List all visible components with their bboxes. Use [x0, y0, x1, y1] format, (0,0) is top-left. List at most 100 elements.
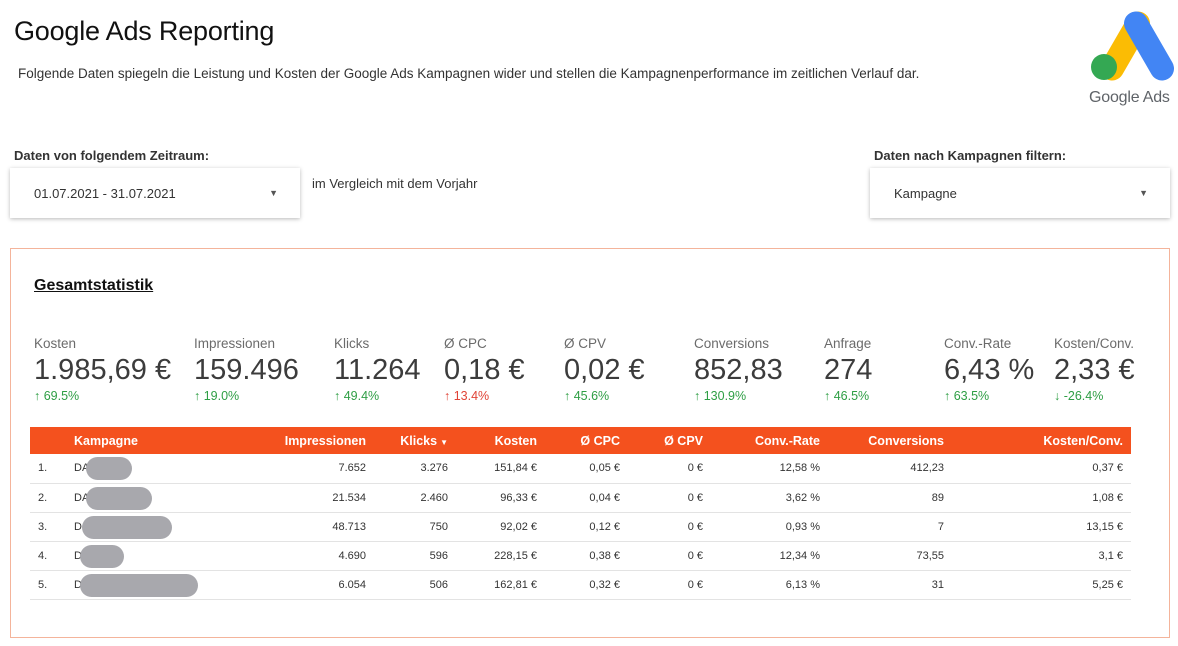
kpi-value: 852,83 — [694, 354, 783, 386]
page-title: Google Ads Reporting — [14, 16, 275, 46]
cell-avg-cpv: 0 € — [628, 512, 711, 542]
column-header-campaign[interactable]: Kampagne — [74, 427, 224, 454]
cell-avg-cpc: 0,04 € — [545, 483, 628, 513]
kpi-value: 0,02 € — [564, 354, 645, 386]
table-row[interactable]: 5. D 6.054 506 162,81 € 0,32 € 0 € 6,13 … — [30, 570, 1131, 600]
kpi-conv-rate: Conv.-Rate 6,43 % ↑ 63.5% — [944, 336, 1034, 404]
kpi-delta: ↑ 130.9% — [694, 389, 747, 403]
cell-conversions: 73,55 — [828, 541, 952, 571]
table-row[interactable]: 1. DA 7.652 3.276 151,84 € 0,05 € 0 € 12… — [30, 454, 1131, 484]
cell-impressions: 4.690 — [224, 541, 374, 571]
column-header-conv-rate[interactable]: Conv.-Rate — [711, 427, 828, 454]
row-index: 4. — [30, 541, 74, 571]
column-header-conversions[interactable]: Conversions — [828, 427, 952, 454]
row-index: 1. — [30, 454, 74, 484]
campaign-name: D — [74, 570, 224, 600]
cell-cost: 96,33 € — [456, 483, 545, 513]
cell-clicks: 2.460 — [374, 483, 456, 513]
cell-conv-rate: 3,62 % — [711, 483, 828, 513]
campaign-name: D — [74, 512, 224, 542]
column-header-clicks-label: Klicks — [400, 433, 438, 448]
column-header-avg-cpv[interactable]: Ø CPV — [628, 427, 711, 454]
campaign-name: DA — [74, 483, 224, 513]
kpi-label: Anfrage — [824, 336, 872, 351]
kpi-cost: Kosten 1.985,69 € ↑ 69.5% — [34, 336, 171, 404]
cell-clicks: 596 — [374, 541, 456, 571]
kpi-value: 1.985,69 € — [34, 354, 172, 386]
cell-avg-cpc: 0,12 € — [545, 512, 628, 542]
cell-cost: 92,02 € — [456, 512, 545, 542]
kpi-delta: ↑ 63.5% — [944, 389, 990, 403]
column-header-cost-per-conv[interactable]: Kosten/Conv. — [952, 427, 1131, 454]
redaction-blur — [82, 515, 172, 539]
kpi-label: Klicks — [334, 336, 370, 351]
cell-cost-per-conv: 1,08 € — [952, 483, 1131, 513]
table-row[interactable]: 4. D 4.690 596 228,15 € 0,38 € 0 € 12,34… — [30, 541, 1131, 571]
campaign-name-text: DA — [74, 491, 90, 504]
caret-down-icon: ▼ — [1139, 188, 1148, 198]
kpi-label: Ø CPV — [564, 336, 607, 351]
kpi-value: 274 — [824, 354, 873, 386]
date-range-dropdown[interactable]: 01.07.2021 - 31.07.2021 ▼ — [10, 168, 300, 218]
cell-impressions: 48.713 — [224, 512, 374, 542]
kpi-delta: ↓ -26.4% — [1054, 389, 1104, 403]
column-header-cost[interactable]: Kosten — [456, 427, 545, 454]
cell-avg-cpc: 0,05 € — [545, 454, 628, 484]
kpi-label: Kosten/Conv. — [1054, 336, 1135, 351]
column-header-index — [30, 427, 74, 454]
column-header-impressions[interactable]: Impressionen — [224, 427, 374, 454]
comparison-text: im Vergleich mit dem Vorjahr — [312, 176, 478, 191]
table-header-row: Kampagne Impressionen Klicks ▼ Kosten Ø C… — [30, 427, 1131, 454]
kpi-delta: ↑ 19.0% — [194, 389, 240, 403]
cell-conv-rate: 6,13 % — [711, 570, 828, 600]
kpi-delta: ↑ 49.4% — [334, 389, 380, 403]
table-row[interactable]: 2. DA 21.534 2.460 96,33 € 0,04 € 0 € 3,… — [30, 483, 1131, 513]
redaction-blur — [80, 544, 124, 568]
cell-cost: 228,15 € — [456, 541, 545, 571]
cell-cost-per-conv: 3,1 € — [952, 541, 1131, 571]
google-ads-logo-icon — [1091, 11, 1174, 81]
kpi-avg-cpc: Ø CPC 0,18 € ↑ 13.4% — [444, 336, 525, 404]
kpi-requests: Anfrage 274 ↑ 46.5% — [824, 336, 872, 404]
section-title: Gesamtstatistik — [34, 277, 154, 294]
redaction-blur — [86, 486, 152, 510]
kpi-cost-per-conv: Kosten/Conv. 2,33 € ↓ -26.4% — [1054, 336, 1135, 404]
kpi-value: 6,43 % — [944, 354, 1035, 386]
caret-down-icon: ▼ — [269, 188, 278, 198]
kpi-clicks: Klicks 11.264 ↑ 49.4% — [334, 336, 421, 404]
table-row[interactable]: 3. D 48.713 750 92,02 € 0,12 € 0 € 0,93 … — [30, 512, 1131, 542]
column-header-clicks[interactable]: Klicks ▼ — [374, 427, 456, 454]
column-header-avg-cpc[interactable]: Ø CPC — [545, 427, 628, 454]
campaign-filter-value: Kampagne — [894, 185, 957, 201]
cell-avg-cpv: 0 € — [628, 483, 711, 513]
kpi-avg-cpv: Ø CPV 0,02 € ↑ 45.6% — [564, 336, 645, 404]
kpi-value: 11.264 — [334, 354, 421, 386]
kpi-delta: ↑ 69.5% — [34, 389, 80, 403]
cell-cost: 151,84 € — [456, 454, 545, 484]
kpi-impressions: Impressionen 159.496 ↑ 19.0% — [194, 336, 299, 404]
campaign-name-text: DA — [74, 462, 90, 475]
cell-clicks: 506 — [374, 570, 456, 600]
campaign-filter-dropdown[interactable]: Kampagne ▼ — [870, 168, 1170, 218]
kpi-label: Kosten — [34, 336, 77, 351]
cell-clicks: 3.276 — [374, 454, 456, 484]
kpi-delta: ↑ 46.5% — [824, 389, 870, 403]
redaction-blur — [86, 457, 132, 480]
cell-cost-per-conv: 0,37 € — [952, 454, 1131, 484]
kpi-value: 159.496 — [194, 354, 299, 386]
logo-text: Google Ads — [1089, 89, 1170, 106]
cell-cost-per-conv: 13,15 € — [952, 512, 1131, 542]
kpi-conversions: Conversions 852,83 ↑ 130.9% — [694, 336, 783, 404]
redaction-blur — [80, 573, 198, 597]
kpi-value: 0,18 € — [444, 354, 525, 386]
cell-conversions: 7 — [828, 512, 952, 542]
kpi-label: Ø CPC — [444, 336, 487, 351]
cell-clicks: 750 — [374, 512, 456, 542]
overall-stats-panel: Gesamtstatistik Kosten 1.985,69 € ↑ 69.5… — [10, 248, 1170, 638]
cell-avg-cpv: 0 € — [628, 541, 711, 571]
cell-conversions: 31 — [828, 570, 952, 600]
cell-conv-rate: 0,93 % — [711, 512, 828, 542]
cell-avg-cpc: 0,32 € — [545, 570, 628, 600]
cell-avg-cpv: 0 € — [628, 570, 711, 600]
kpi-delta: ↑ 45.6% — [564, 389, 610, 403]
